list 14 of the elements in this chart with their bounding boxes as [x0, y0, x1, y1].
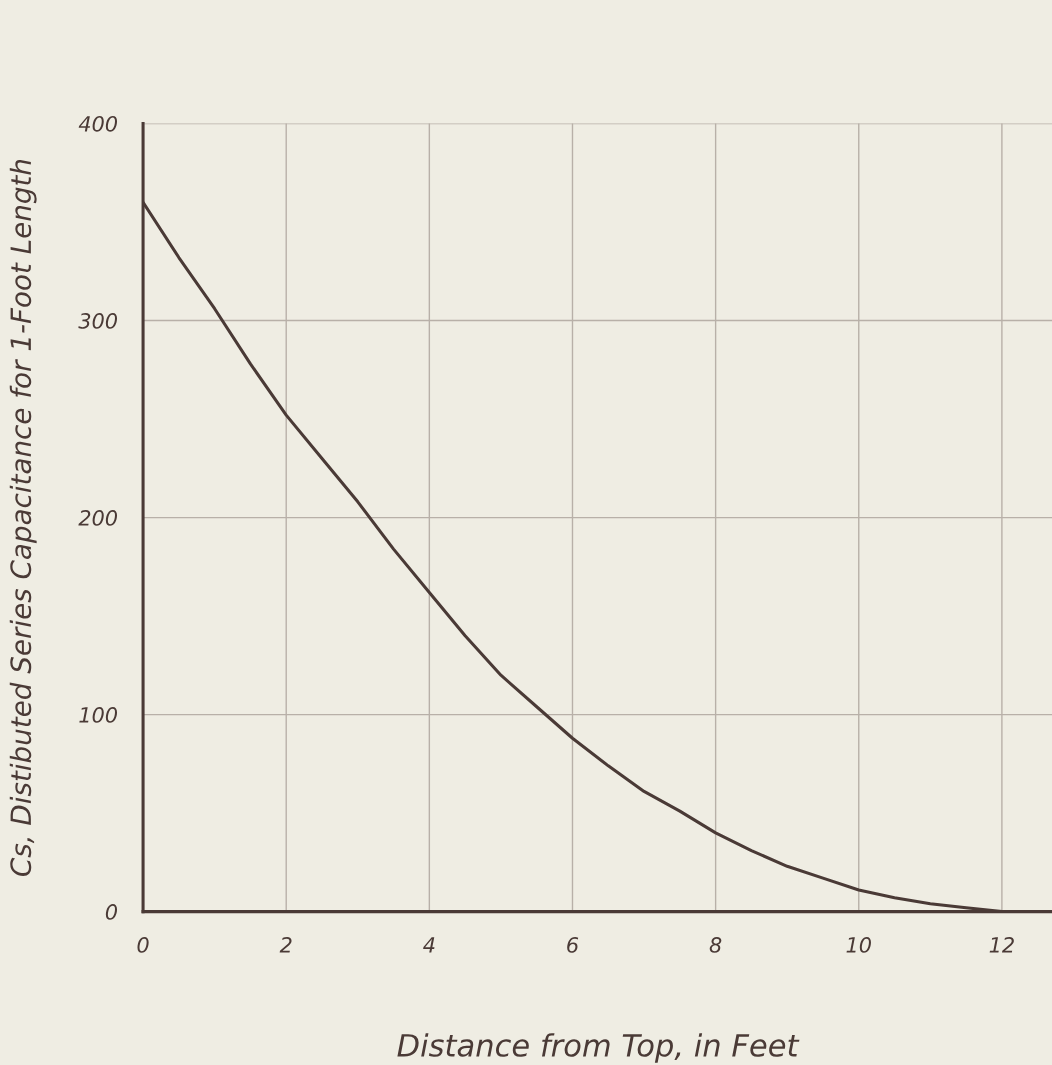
x-tick-label: 0 — [137, 937, 149, 953]
x-tick-label: 2 — [279, 937, 292, 953]
x-tick-label: 6 — [567, 937, 579, 953]
x-tick-label: 12 — [989, 937, 1014, 953]
y-axis-title: Cs, Distibuted Series Capacitance for 1-Foot Length — [9, 159, 37, 876]
y-tick-label: 400 — [78, 115, 118, 132]
y-tick-label: 0 — [105, 904, 118, 920]
x-tick-label: 4 — [423, 937, 435, 953]
y-tick-label: 100 — [79, 707, 118, 723]
y-tick-label: 300 — [78, 313, 118, 329]
x-tick-label: 10 — [846, 937, 871, 953]
y-tick-label: 200 — [78, 510, 118, 526]
x-tick-label: 8 — [709, 937, 722, 953]
x-axis-title: Distance from Top, in Feet — [397, 1033, 800, 1063]
